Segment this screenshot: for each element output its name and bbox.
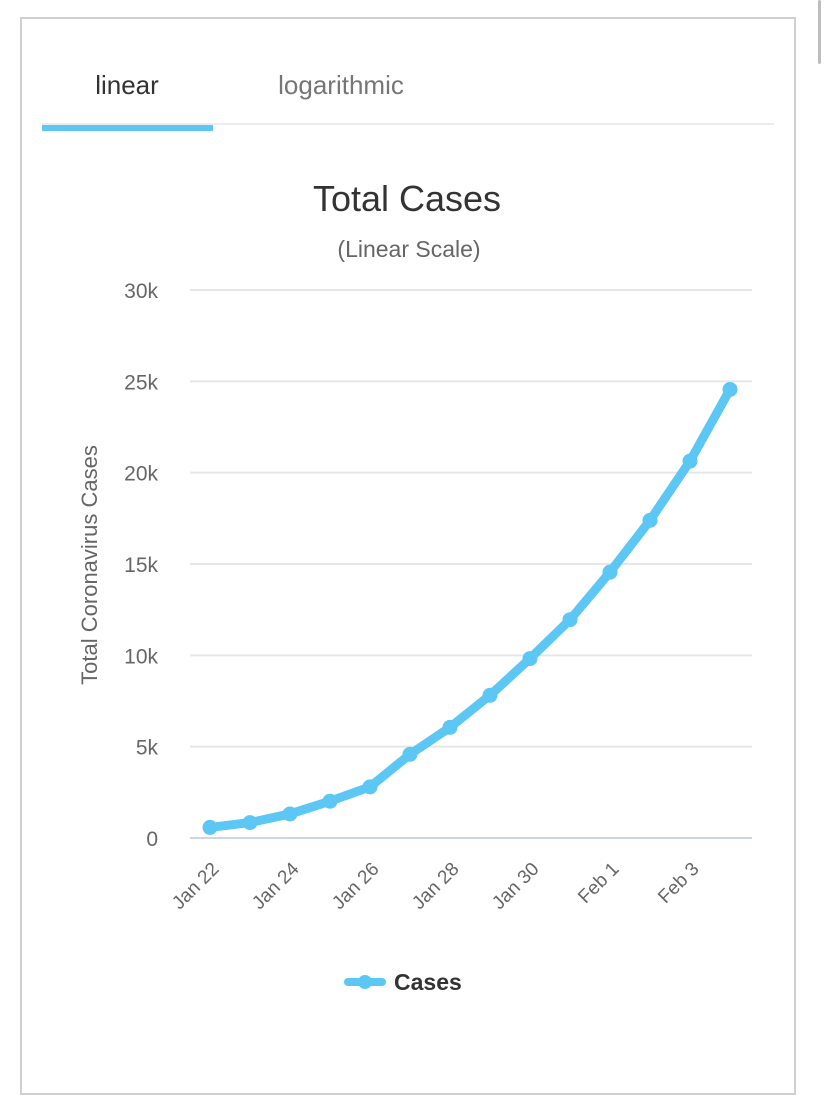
y-tick-label: 25k (124, 371, 158, 394)
data-point[interactable] (602, 564, 618, 580)
data-point[interactable] (362, 779, 378, 795)
data-point[interactable] (642, 512, 658, 528)
legend[interactable]: Cases (344, 969, 462, 995)
x-tick-label: Jan 22 (168, 859, 223, 914)
data-point[interactable] (242, 815, 258, 831)
y-tick-label: 10k (124, 645, 158, 668)
gridlines (190, 289, 752, 839)
tab-logarithmic[interactable]: logarithmic (278, 70, 404, 100)
data-point[interactable] (562, 612, 578, 628)
data-point[interactable] (442, 719, 458, 735)
active-tab-indicator (42, 125, 213, 131)
data-point[interactable] (322, 793, 338, 809)
data-point[interactable] (722, 381, 738, 397)
x-tick-label: Feb 1 (574, 859, 623, 908)
chart-card (20, 17, 796, 1095)
y-axis-ticks: 0 5k 10k 15k 20k 25k 30k (124, 280, 158, 851)
y-tick-label: 20k (124, 463, 158, 486)
scrollbar[interactable] (818, 0, 821, 64)
data-point[interactable] (522, 651, 538, 667)
y-axis-title: Total Coronavirus Cases (77, 445, 102, 685)
x-tick-label: Jan 30 (488, 859, 543, 914)
tab-linear[interactable]: linear (95, 70, 159, 100)
x-axis-ticks: Jan 22 Jan 24 Jan 26 Jan 28 Jan 30 Feb 1 Feb 3 (168, 858, 703, 913)
tabs-divider (42, 123, 774, 125)
data-point[interactable] (682, 453, 698, 469)
data-point[interactable] (482, 687, 498, 703)
legend-label-cases: Cases (394, 969, 462, 995)
chart-title: Total Cases (313, 178, 501, 219)
series-line (205, 384, 735, 832)
x-tick-label: Feb 3 (654, 859, 703, 908)
y-tick-label: 30k (124, 280, 158, 303)
data-point[interactable] (202, 819, 218, 835)
x-tick-label: Jan 24 (248, 858, 303, 913)
y-tick-label: 5k (136, 737, 159, 760)
chart-subtitle: (Linear Scale) (337, 236, 480, 262)
data-point[interactable] (282, 806, 298, 822)
y-tick-label: 15k (124, 554, 158, 577)
x-tick-label: Jan 26 (328, 859, 383, 914)
legend-marker (358, 975, 372, 989)
x-tick-label: Jan 28 (408, 859, 463, 914)
y-tick-label: 0 (146, 828, 158, 851)
series-cases[interactable] (202, 381, 738, 835)
data-point[interactable] (402, 746, 418, 762)
